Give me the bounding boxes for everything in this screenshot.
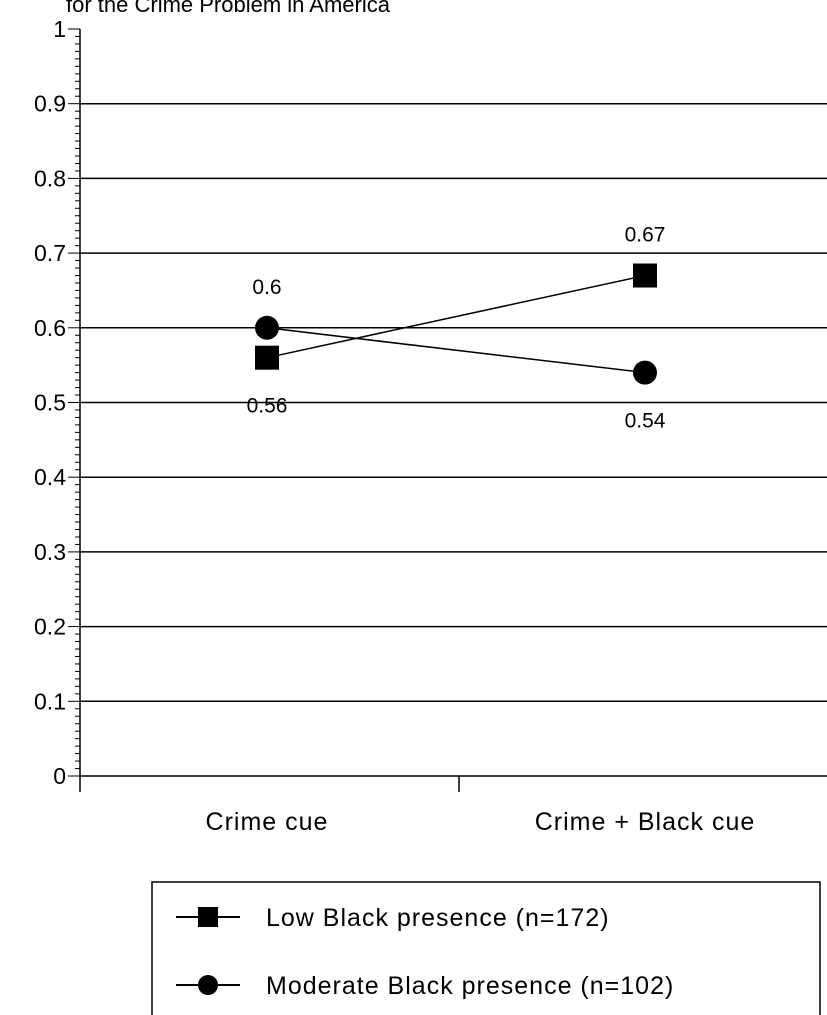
series-layer	[255, 263, 657, 385]
x-tick-label: Crime + Black cue	[535, 808, 756, 836]
chart-title: for the Crime Problem in America	[66, 0, 391, 17]
legend: Low Black presence (n=172) Moderate Black…	[151, 881, 821, 1015]
legend-item: Low Black presence (n=172)	[176, 904, 610, 932]
legend-label: Low Black presence (n=172)	[266, 904, 610, 932]
series-line	[266, 327, 646, 374]
y-tick-label: 0.8	[34, 165, 66, 191]
y-tick-label: 0.1	[34, 688, 66, 714]
series-moderate-black-presence	[255, 315, 657, 385]
legend-item: Moderate Black presence (n=102)	[176, 972, 674, 1000]
legend-marker-circle-icon	[198, 975, 218, 995]
y-tick-label: 1	[53, 16, 66, 42]
y-tick-label: 0.2	[34, 614, 66, 640]
y-tick-label: 0.4	[34, 464, 66, 490]
series-low-black-presence	[255, 263, 657, 370]
y-tick-label: 0.9	[34, 91, 66, 117]
data-point-circle	[255, 315, 279, 340]
series-line	[266, 274, 646, 359]
legend-label: Moderate Black presence (n=102)	[266, 972, 674, 1000]
data-labels: 0.56 0.67 0.6 0.54	[247, 224, 666, 433]
y-tick-label: 0.6	[34, 315, 66, 341]
legend-marker-square-icon	[198, 907, 218, 927]
y-tick-label: 0.5	[34, 390, 66, 416]
data-label: 0.54	[625, 410, 666, 433]
x-axis: Crime cue Crime + Black cue	[79, 775, 827, 836]
data-point-square	[633, 263, 657, 288]
y-tick-label: 0	[53, 763, 66, 789]
gridlines	[80, 102, 827, 703]
legend-box	[151, 881, 821, 1015]
x-tick-label: Crime cue	[206, 808, 329, 836]
y-axis: 0 0.1 0.2 0.3 0.4 0.5 0.6 0.7 0.8 0.9 1	[34, 16, 81, 789]
y-tick-label: 0.7	[34, 240, 66, 266]
data-point-square	[255, 345, 279, 370]
data-label: 0.56	[247, 395, 288, 418]
data-label: 0.67	[625, 224, 666, 247]
data-point-circle	[633, 360, 657, 385]
data-label: 0.6	[252, 276, 281, 299]
y-tick-label: 0.3	[34, 539, 66, 565]
